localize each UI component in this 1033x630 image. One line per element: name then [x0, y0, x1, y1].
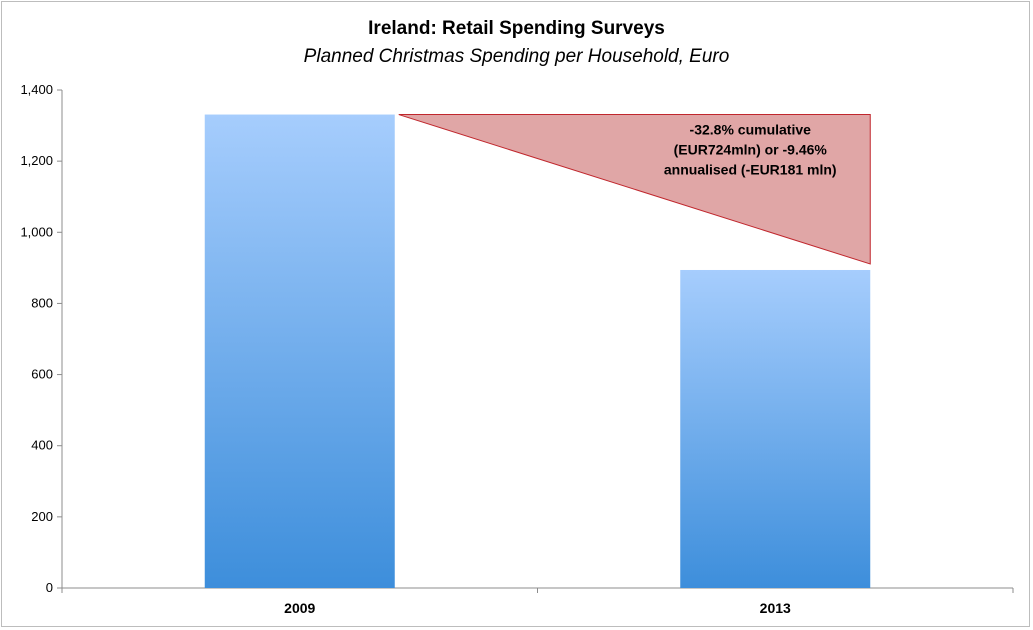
bar-2009	[204, 114, 395, 589]
annotation-line-2: (EUR724mln) or -9.46%	[674, 142, 828, 158]
y-tick-label: 1,400	[20, 82, 53, 97]
y-tick-label: 400	[31, 438, 53, 453]
annotation-line-1: -32.8% cumulative	[690, 122, 812, 138]
y-axis: 0 200 400 600 800 1,000 1,200 1,400	[20, 82, 63, 595]
y-tick-label: 1,200	[20, 153, 53, 168]
change-annotation: -32.8% cumulative (EUR724mln) or -9.46% an…	[398, 114, 871, 265]
decline-triangle	[398, 114, 871, 265]
x-axis: 2009 2013	[61, 587, 1014, 616]
y-tick-label: 0	[46, 580, 53, 595]
x-tick-label: 2009	[284, 600, 315, 616]
bar-2013	[680, 269, 871, 588]
y-tick-label: 600	[31, 367, 53, 382]
y-tick-label: 1,000	[20, 224, 53, 239]
annotation-line-3: annualised (-EUR181 mln)	[664, 162, 837, 178]
chart-title: Ireland: Retail Spending Surveys	[368, 18, 665, 39]
x-tick-label: 2013	[760, 600, 791, 616]
y-tick-label: 200	[31, 509, 53, 524]
chart-subtitle: Planned Christmas Spending per Household…	[303, 46, 730, 67]
y-tick-label: 800	[31, 295, 53, 310]
bars	[204, 114, 871, 589]
